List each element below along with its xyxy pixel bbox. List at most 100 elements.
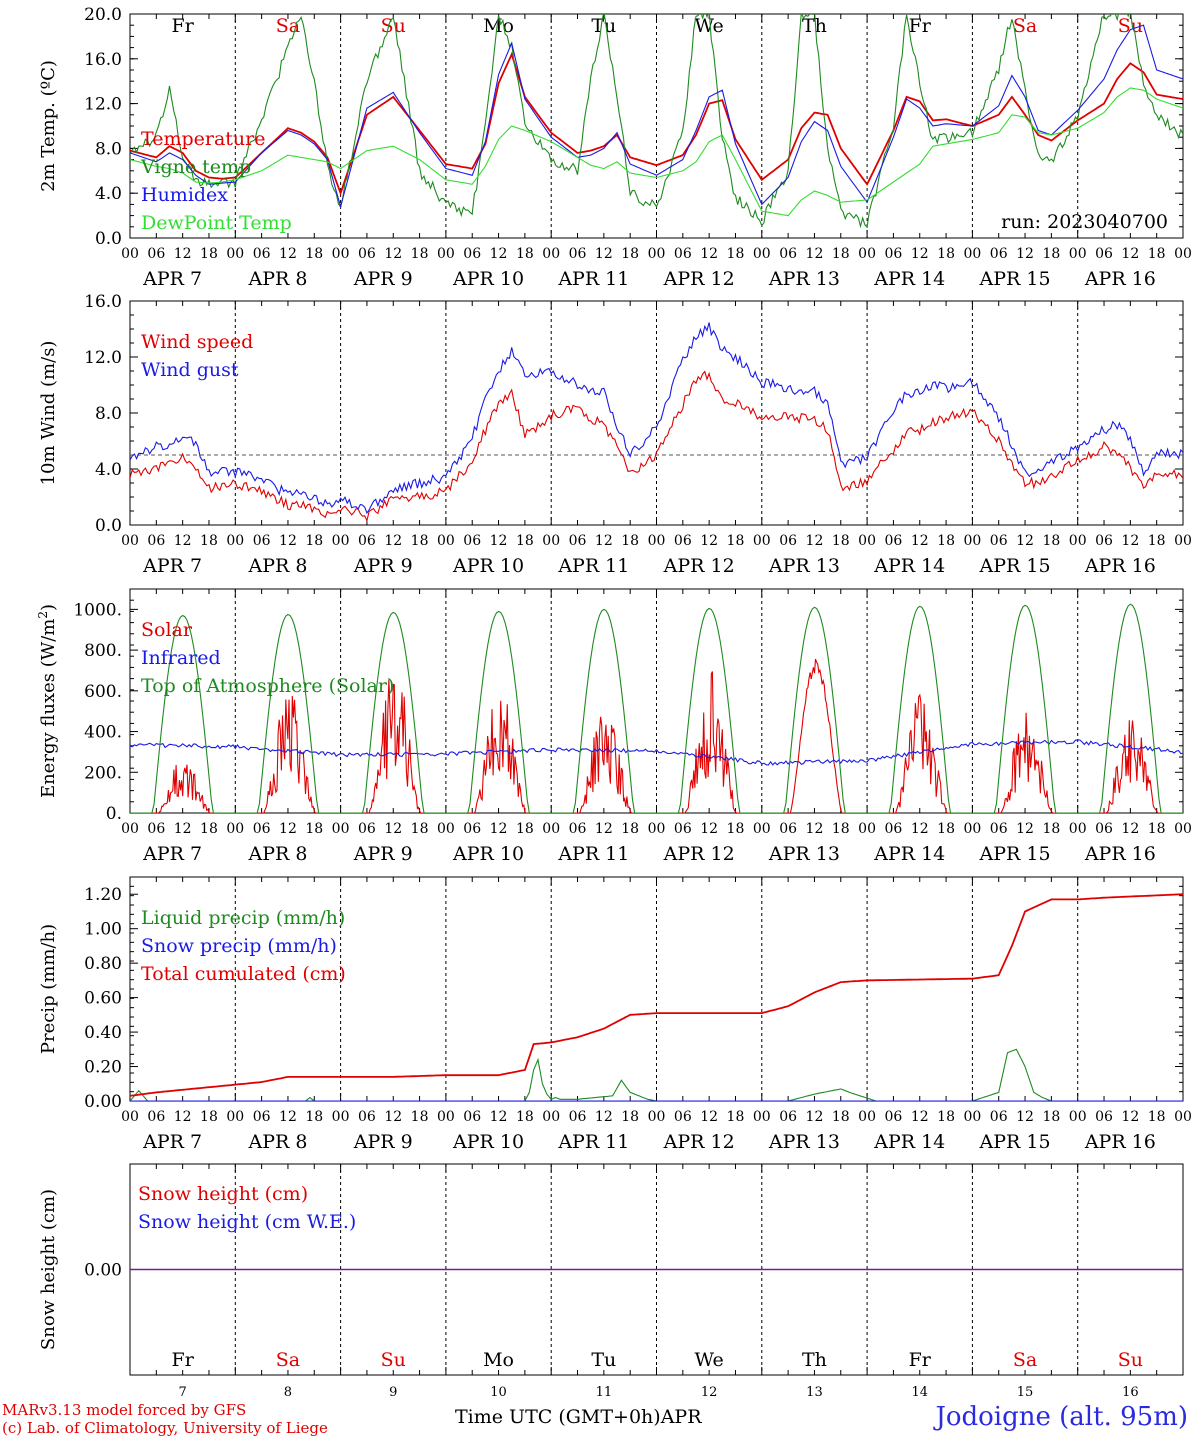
hour-label: 18 — [621, 821, 639, 837]
hour-label: 00 — [437, 533, 455, 549]
hour-label: 18 — [305, 1109, 323, 1125]
hour-label: 06 — [779, 1109, 797, 1125]
day-number: 13 — [806, 1385, 823, 1400]
hour-label: 06 — [569, 533, 587, 549]
hour-label: 18 — [516, 246, 534, 262]
hour-label: 00 — [753, 821, 771, 837]
legend-entry: Wind gust — [141, 359, 239, 381]
hour-label: 06 — [358, 533, 376, 549]
hour-label: 06 — [674, 1109, 692, 1125]
date-label: APR 15 — [979, 843, 1051, 865]
date-label: APR 10 — [452, 555, 524, 577]
hour-label: 06 — [253, 246, 271, 262]
date-label: APR 16 — [1084, 268, 1156, 290]
hour-label: 12 — [1016, 533, 1034, 549]
hour-label: 06 — [358, 821, 376, 837]
hour-label: 06 — [147, 533, 165, 549]
legend-entry: Wind speed — [141, 331, 253, 353]
hour-label: 00 — [858, 821, 876, 837]
y-tick-label: 800. — [84, 641, 122, 661]
hour-label: 06 — [358, 246, 376, 262]
series-line-0 — [130, 658, 1183, 813]
day-number: 7 — [179, 1385, 187, 1400]
panel-3: 0. 200. 400. 600. 800. 1000. Energy fluxes (W/… — [36, 588, 1192, 865]
hour-label: 18 — [305, 821, 323, 837]
weekday-label: Fr — [909, 15, 932, 37]
weekday-label: Tu — [591, 15, 616, 37]
hour-label: 12 — [1016, 821, 1034, 837]
hour-label: 06 — [990, 821, 1008, 837]
legend-entry: Infrared — [141, 647, 221, 669]
hour-label: 12 — [595, 821, 613, 837]
y-tick-label: 4.0 — [95, 184, 122, 204]
paren: ) — [38, 604, 59, 611]
date-label: APR 16 — [1084, 843, 1156, 865]
hour-label: 06 — [990, 1109, 1008, 1125]
y-tick-label: 4.0 — [95, 460, 122, 480]
y-tick-label: 20.0 — [84, 5, 122, 25]
day-number: 9 — [389, 1385, 397, 1400]
hour-label: 00 — [437, 1109, 455, 1125]
hour-label: 18 — [200, 246, 218, 262]
y-tick-label: 0.80 — [84, 954, 122, 974]
hour-label: 18 — [832, 1109, 850, 1125]
hour-label: 12 — [279, 821, 297, 837]
hour-label: 12 — [174, 246, 192, 262]
hour-label: 12 — [595, 533, 613, 549]
weekday-label: Su — [1118, 15, 1143, 37]
y-tick-label: 0.0 — [95, 516, 122, 536]
y-tick-label: 12.0 — [84, 348, 122, 368]
hour-label: 00 — [437, 246, 455, 262]
hour-label: 06 — [1095, 533, 1113, 549]
hour-label: 00 — [648, 1109, 666, 1125]
hour-label: 00 — [963, 533, 981, 549]
hour-label: 00 — [332, 821, 350, 837]
hour-label: 12 — [911, 246, 929, 262]
date-label: APR 12 — [663, 1131, 735, 1153]
hour-label: 18 — [1042, 533, 1060, 549]
weekday-label: Fr — [909, 1349, 932, 1371]
hour-label: 12 — [174, 821, 192, 837]
y-tick-label: 200. — [84, 763, 122, 783]
series-line-0 — [130, 1048, 1183, 1101]
hour-label: 18 — [937, 533, 955, 549]
hour-label: 12 — [806, 533, 824, 549]
weekday-label: We — [695, 15, 724, 37]
series-line-2 — [130, 24, 1183, 209]
y-axis-label: Energy fluxes (W/m2) — [36, 604, 59, 798]
hour-label: 06 — [990, 246, 1008, 262]
hour-label: 12 — [700, 246, 718, 262]
hour-label: 06 — [674, 533, 692, 549]
legend-entry: Temperature — [141, 128, 265, 150]
weekday-label: Mo — [483, 15, 514, 37]
hour-label: 00 — [332, 1109, 350, 1125]
y-axis-label: 10m Wind (m/s) — [38, 341, 59, 486]
series-line-0 — [130, 51, 1183, 196]
date-label: APR 14 — [873, 843, 945, 865]
hour-label: 18 — [516, 1109, 534, 1125]
hour-label: 12 — [490, 533, 508, 549]
hour-label: 00 — [542, 533, 560, 549]
panel-frame — [129, 13, 1184, 239]
hour-label: 06 — [253, 821, 271, 837]
hour-label: 12 — [174, 533, 192, 549]
hour-label: 00 — [437, 821, 455, 837]
day-number: 15 — [1017, 1385, 1034, 1400]
date-label: APR 13 — [768, 268, 840, 290]
hour-label: 06 — [147, 246, 165, 262]
date-label: APR 7 — [142, 268, 202, 290]
hour-label: 06 — [779, 533, 797, 549]
hour-label: 18 — [1148, 246, 1166, 262]
hour-label: 18 — [832, 821, 850, 837]
hour-label: 18 — [832, 533, 850, 549]
hour-label: 18 — [411, 533, 429, 549]
series-line-1 — [130, 739, 1183, 766]
y-tick-label: 16.0 — [84, 50, 122, 70]
series-line-2 — [130, 893, 1183, 1097]
y-tick-label: 1.00 — [84, 920, 122, 940]
date-label: APR 7 — [142, 843, 202, 865]
date-label: APR 8 — [247, 555, 307, 577]
day-number: 14 — [911, 1385, 928, 1400]
weekday-label: Su — [1118, 1349, 1143, 1371]
